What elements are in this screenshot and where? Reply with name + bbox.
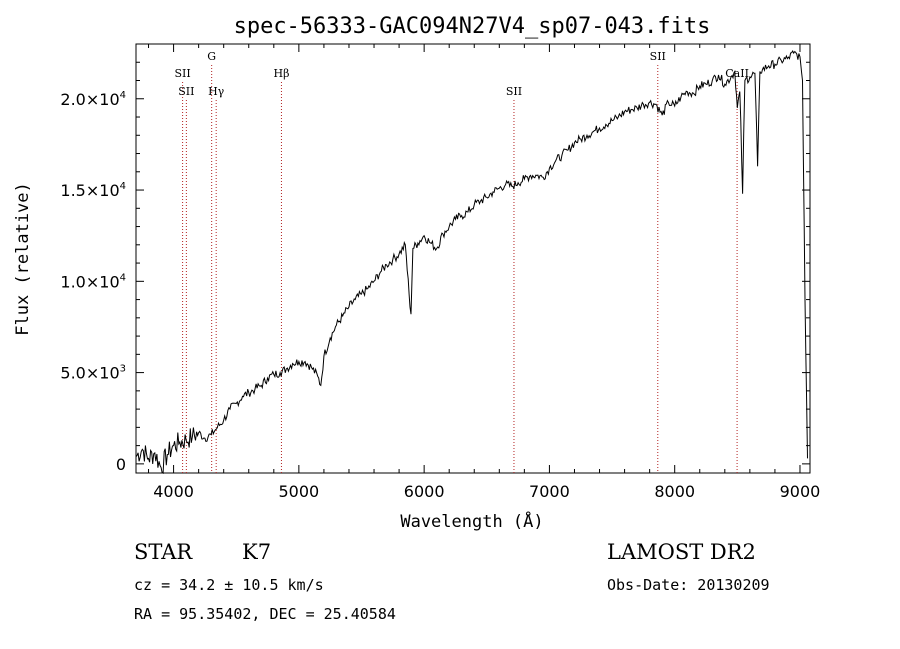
y-tick-mantissa: 1.5×10 xyxy=(60,181,119,200)
spectral-line-name: SII xyxy=(506,85,522,98)
x-tick-label: 8000 xyxy=(654,482,695,501)
y-tick-label: 1.5×104 xyxy=(60,181,126,200)
y-tick-label: 0 xyxy=(116,455,126,474)
spectral-line-name: H xyxy=(208,85,218,98)
spectral-line-label: G xyxy=(207,50,216,63)
spectral-line-name: H xyxy=(273,67,283,80)
spectral-line-label: CaII xyxy=(725,67,749,80)
x-axis-ticks: 4000 5000 6000 7000 8000 9000 xyxy=(148,44,821,501)
y-tick-label: 5.0×103 xyxy=(60,364,126,383)
spectral-line-name: SII xyxy=(178,85,194,98)
x-axis-label: Wavelength (Å) xyxy=(400,510,543,532)
y-axis-label: Flux (relative) xyxy=(13,182,33,336)
object-class: STAR xyxy=(134,540,193,564)
y-tick-mantissa: 1.0×10 xyxy=(60,272,119,291)
spectral-line-name: SII xyxy=(650,50,666,63)
x-tick-label: 4000 xyxy=(153,482,194,501)
redshift-cz: cz = 34.2 ± 10.5 km/s xyxy=(134,576,324,594)
object-subclass: K7 xyxy=(242,540,271,564)
series-layer xyxy=(135,49,808,474)
observation-date: Obs-Date: 20130209 xyxy=(607,576,770,594)
y-tick-exponent: 4 xyxy=(120,181,126,192)
spectral-line-greek: β xyxy=(283,67,289,80)
y-tick-label: 1.0×104 xyxy=(60,272,126,291)
spectral-line-label: SII xyxy=(178,85,194,98)
spectral-line-label: Hγ xyxy=(208,85,225,98)
x-tick-label: 5000 xyxy=(279,482,320,501)
observation-info: STAR K7 LAMOST DR2 cz = 34.2 ± 10.5 km/s… xyxy=(134,540,770,623)
survey-name: LAMOST DR2 xyxy=(607,540,756,564)
y-tick-mantissa: 5.0×10 xyxy=(60,364,119,383)
plot-frame xyxy=(135,43,811,474)
y-tick-mantissa: 0 xyxy=(116,455,126,474)
chart-title: spec-56333-GAC094N27V4_sp07-043.fits xyxy=(234,14,711,39)
spectral-line-name: G xyxy=(207,50,216,63)
spectral-line-name: CaII xyxy=(725,67,749,80)
x-tick-label: 9000 xyxy=(780,482,821,501)
x-tick-label: 6000 xyxy=(404,482,445,501)
y-tick-exponent: 3 xyxy=(120,364,126,375)
y-tick-exponent: 4 xyxy=(120,272,126,283)
spectral-line-label: Hβ xyxy=(273,67,289,80)
spectrum-line xyxy=(135,49,808,474)
spectral-line-label: SII xyxy=(174,67,190,80)
y-tick-label: 2.0×104 xyxy=(60,90,126,109)
spectral-line-name: SII xyxy=(174,67,190,80)
spectral-line-label: SII xyxy=(650,50,666,63)
x-tick-label: 7000 xyxy=(529,482,570,501)
spectral-line-label: SII xyxy=(506,85,522,98)
sky-coordinates: RA = 95.35402, DEC = 25.40584 xyxy=(134,605,396,623)
y-tick-mantissa: 2.0×10 xyxy=(60,90,119,109)
spectral-line-greek: γ xyxy=(218,85,225,98)
y-tick-exponent: 4 xyxy=(120,90,126,101)
